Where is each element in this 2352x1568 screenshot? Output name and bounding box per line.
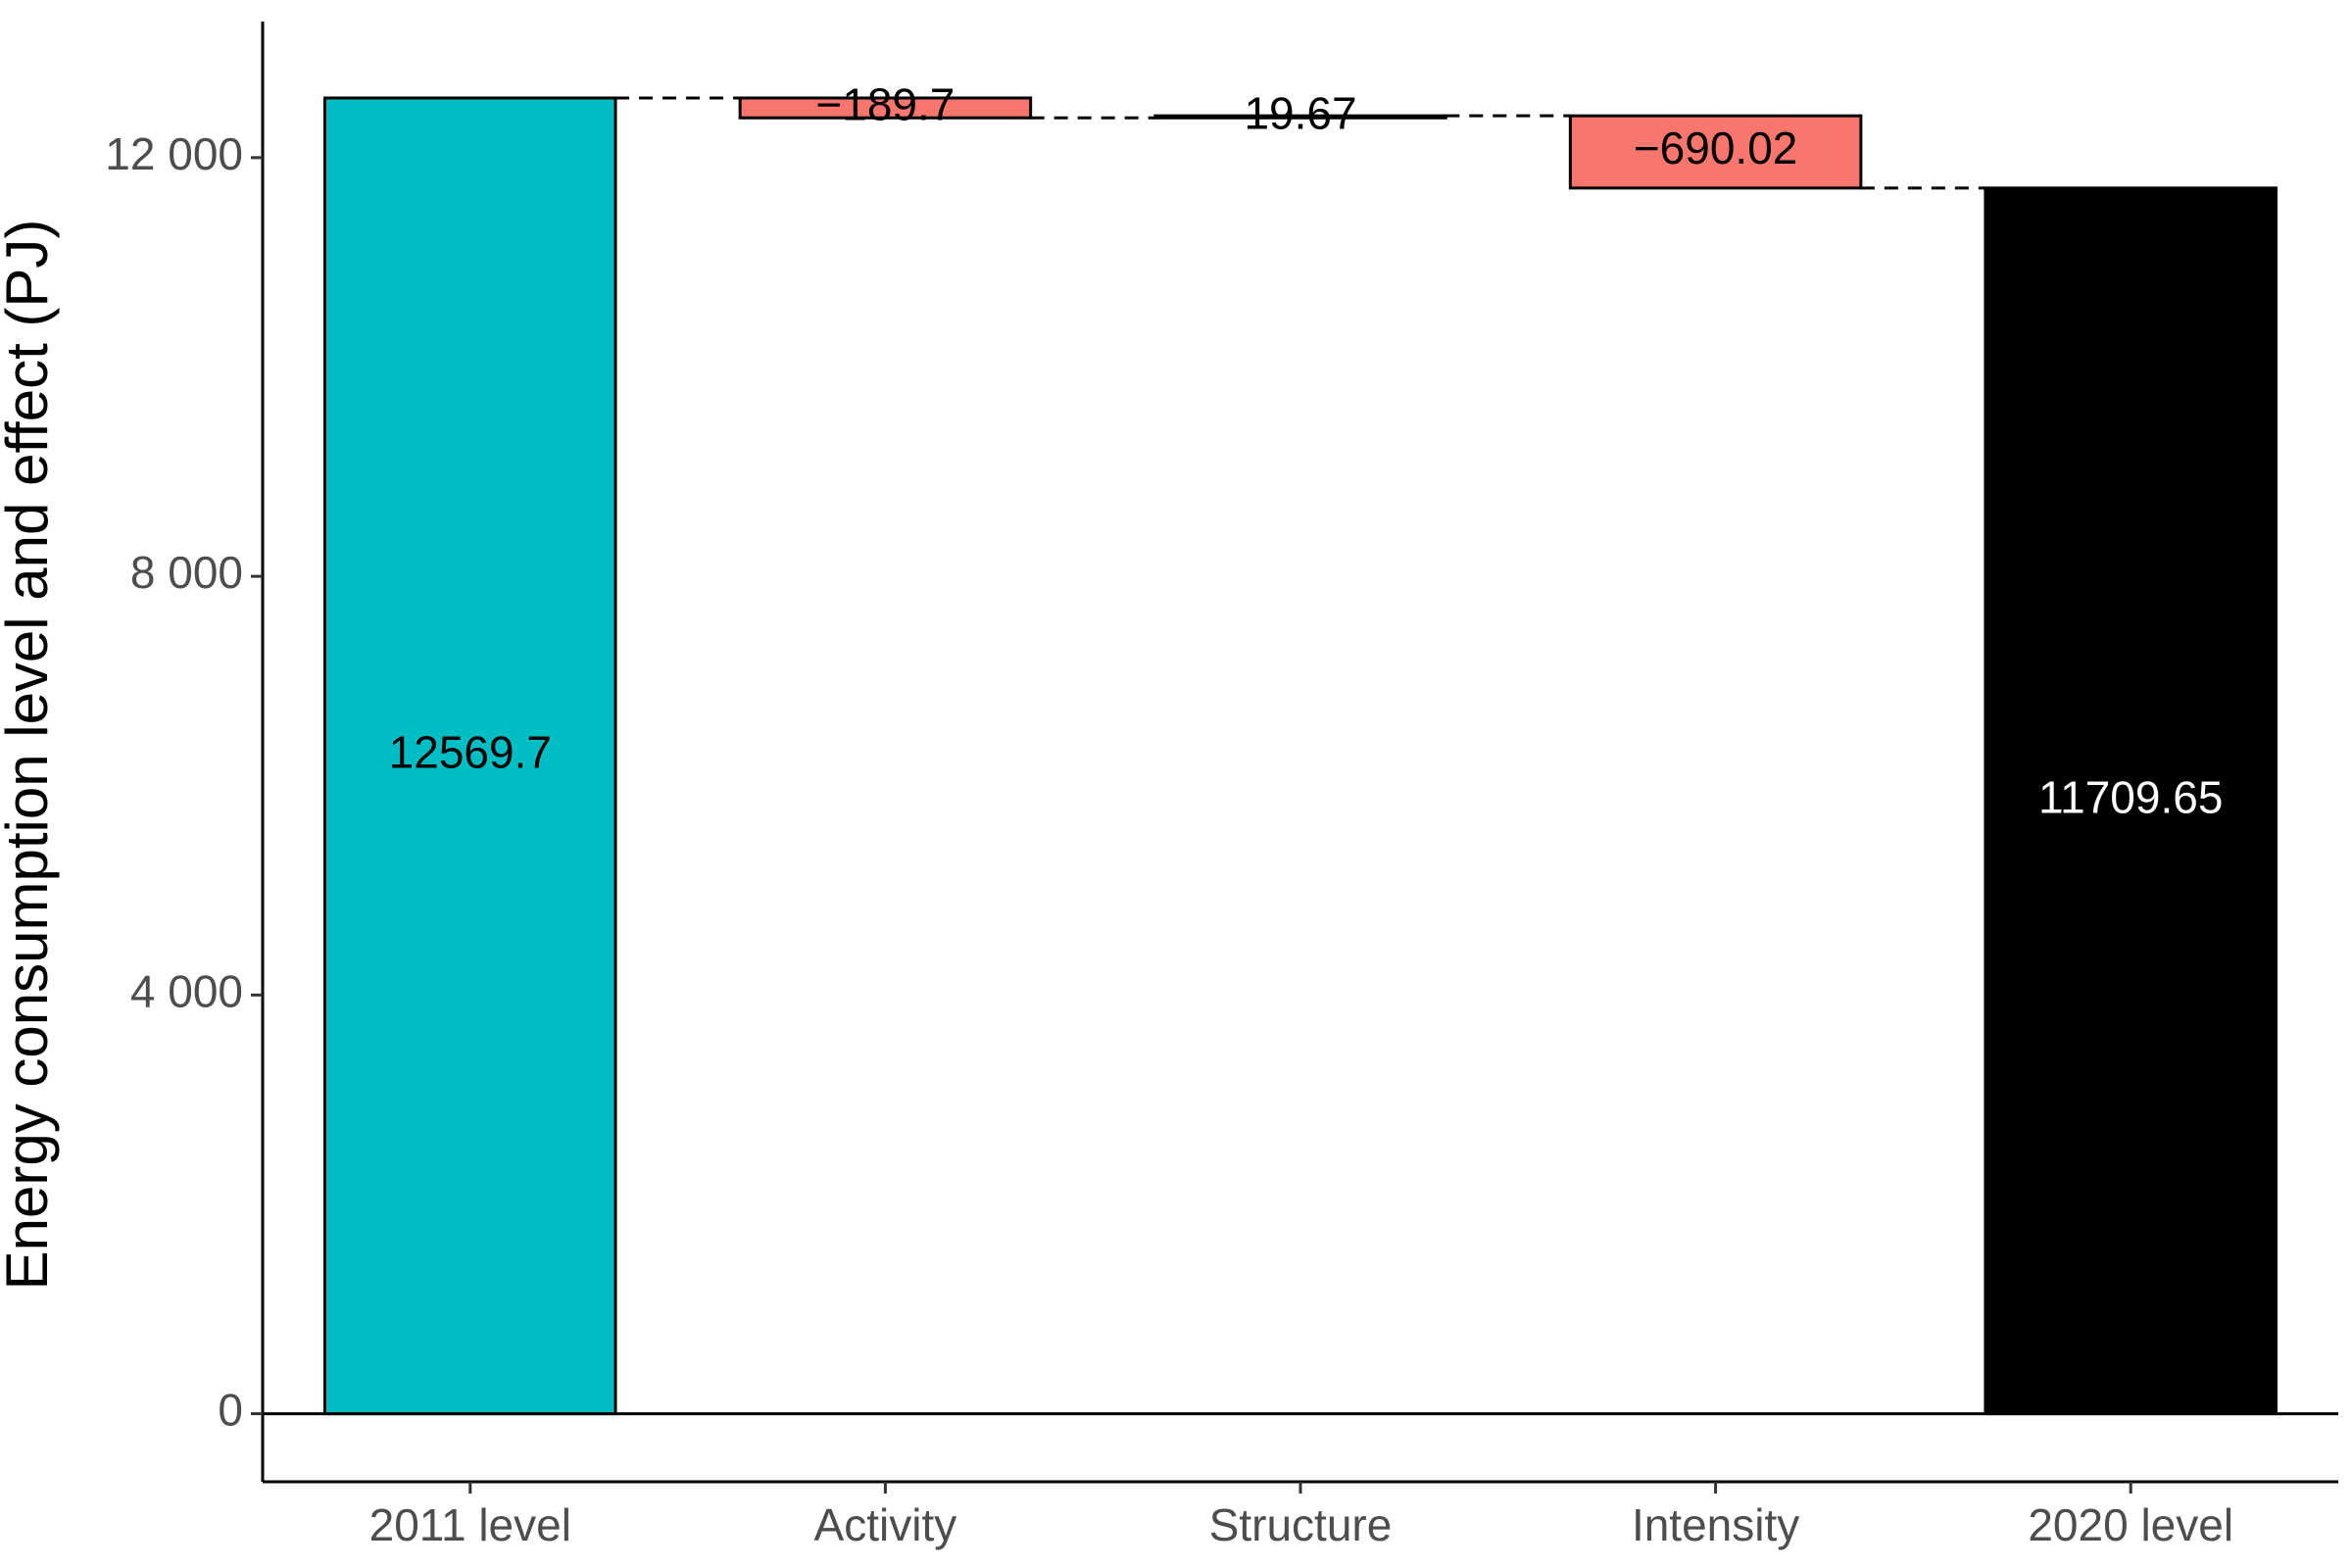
data-label: −189.7: [815, 78, 955, 129]
y-tick-label: 0: [218, 1385, 243, 1436]
x-tick-label: Activity: [814, 1499, 957, 1550]
bar: [323, 96, 617, 1416]
x-ticks: 2011 level Activity Structure Intensity 2020…: [369, 1482, 2233, 1550]
y-ticks: 0 4 000 8 000 12 000: [105, 128, 263, 1436]
data-label: 11709.65: [2038, 771, 2223, 822]
y-axis-title: Energy consumption level and effect (PJ): [0, 220, 60, 1291]
y-tick-label: 12 000: [105, 128, 243, 179]
bar: [1153, 114, 1447, 120]
data-label: −690.02: [1634, 122, 1798, 173]
x-tick-label: Structure: [1209, 1499, 1393, 1550]
data-labels: 12569.7 −189.7 19.67 −690.02 11709.65: [389, 78, 2224, 822]
x-tick-label: 2020 level: [2028, 1499, 2233, 1550]
data-label: 19.67: [1244, 87, 1356, 138]
connector-lines: [615, 96, 1985, 190]
data-label: 12569.7: [389, 726, 552, 777]
bars: [323, 96, 2278, 1416]
x-tick-label: 2011 level: [369, 1499, 571, 1550]
x-tick-label: Intensity: [1632, 1499, 1799, 1550]
bar: [1984, 186, 2278, 1416]
y-tick-label: 4 000: [130, 965, 243, 1016]
bar: [738, 96, 1033, 120]
bar: [1568, 114, 1863, 190]
y-tick-label: 8 000: [130, 547, 243, 598]
